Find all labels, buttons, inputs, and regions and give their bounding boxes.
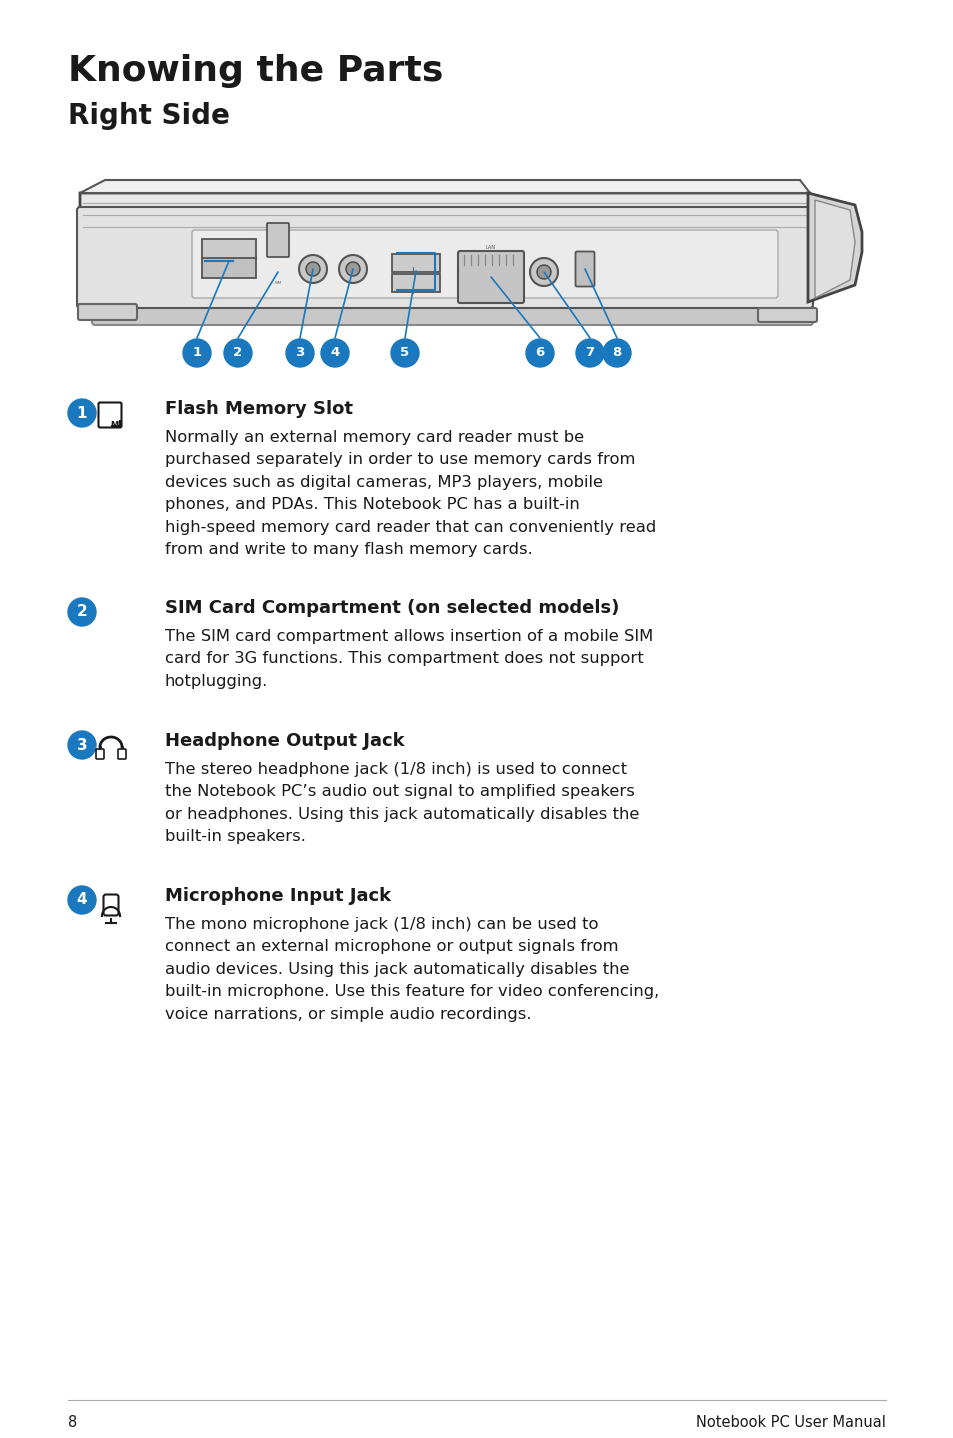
Text: 2: 2 — [76, 604, 88, 620]
FancyBboxPatch shape — [392, 255, 439, 272]
Text: The stereo headphone jack (1/8 inch) is used to connect
the Notebook PC’s audio : The stereo headphone jack (1/8 inch) is … — [165, 762, 639, 844]
FancyBboxPatch shape — [457, 252, 523, 303]
FancyBboxPatch shape — [202, 239, 255, 259]
Text: 6: 6 — [535, 347, 544, 360]
Text: 4: 4 — [330, 347, 339, 360]
FancyBboxPatch shape — [91, 303, 812, 325]
Circle shape — [68, 731, 96, 759]
Circle shape — [338, 255, 367, 283]
Circle shape — [224, 339, 252, 367]
Circle shape — [68, 886, 96, 915]
FancyBboxPatch shape — [758, 308, 816, 322]
Polygon shape — [80, 193, 854, 305]
Circle shape — [391, 339, 418, 367]
Text: 2: 2 — [233, 347, 242, 360]
FancyBboxPatch shape — [98, 403, 121, 427]
Text: Microphone Input Jack: Microphone Input Jack — [165, 887, 391, 905]
Text: The mono microphone jack (1/8 inch) can be used to
connect an external microphon: The mono microphone jack (1/8 inch) can … — [165, 917, 659, 1022]
Text: 4: 4 — [76, 893, 88, 907]
Circle shape — [576, 339, 603, 367]
FancyBboxPatch shape — [96, 749, 104, 759]
Text: 8: 8 — [68, 1415, 77, 1429]
Text: M: M — [110, 421, 118, 430]
Text: Flash Memory Slot: Flash Memory Slot — [165, 400, 353, 418]
Circle shape — [286, 339, 314, 367]
Polygon shape — [807, 193, 862, 302]
Circle shape — [68, 598, 96, 626]
Text: Headphone Output Jack: Headphone Output Jack — [165, 732, 404, 751]
FancyBboxPatch shape — [78, 303, 137, 321]
Circle shape — [346, 262, 359, 276]
Text: SIM Card Compartment (on selected models): SIM Card Compartment (on selected models… — [165, 600, 618, 617]
Circle shape — [320, 339, 349, 367]
Text: 3: 3 — [76, 738, 88, 752]
Circle shape — [68, 398, 96, 427]
Text: SIM: SIM — [274, 280, 281, 285]
Text: 1: 1 — [76, 406, 87, 420]
Text: Notebook PC User Manual: Notebook PC User Manual — [696, 1415, 885, 1429]
Circle shape — [530, 257, 558, 286]
Text: LAN: LAN — [485, 244, 496, 250]
Circle shape — [306, 262, 319, 276]
Circle shape — [298, 255, 327, 283]
Circle shape — [602, 339, 630, 367]
FancyBboxPatch shape — [103, 894, 118, 916]
Circle shape — [525, 339, 554, 367]
Polygon shape — [80, 180, 809, 193]
Text: The SIM card compartment allows insertion of a mobile SIM
card for 3G functions.: The SIM card compartment allows insertio… — [165, 628, 653, 689]
FancyBboxPatch shape — [118, 749, 126, 759]
Polygon shape — [814, 200, 854, 298]
Text: 1: 1 — [193, 347, 201, 360]
Text: 5: 5 — [400, 347, 409, 360]
FancyBboxPatch shape — [77, 207, 812, 308]
Text: 7: 7 — [585, 347, 594, 360]
FancyBboxPatch shape — [202, 257, 255, 278]
Text: Normally an external memory card reader must be
purchased separately in order to: Normally an external memory card reader … — [165, 430, 656, 557]
Text: Knowing the Parts: Knowing the Parts — [68, 55, 443, 88]
Text: 3: 3 — [295, 347, 304, 360]
Text: 8: 8 — [612, 347, 621, 360]
Text: Right Side: Right Side — [68, 102, 230, 129]
Circle shape — [537, 265, 551, 279]
FancyBboxPatch shape — [392, 275, 439, 292]
FancyBboxPatch shape — [575, 252, 594, 286]
Circle shape — [183, 339, 211, 367]
FancyBboxPatch shape — [267, 223, 289, 257]
FancyBboxPatch shape — [192, 230, 778, 298]
